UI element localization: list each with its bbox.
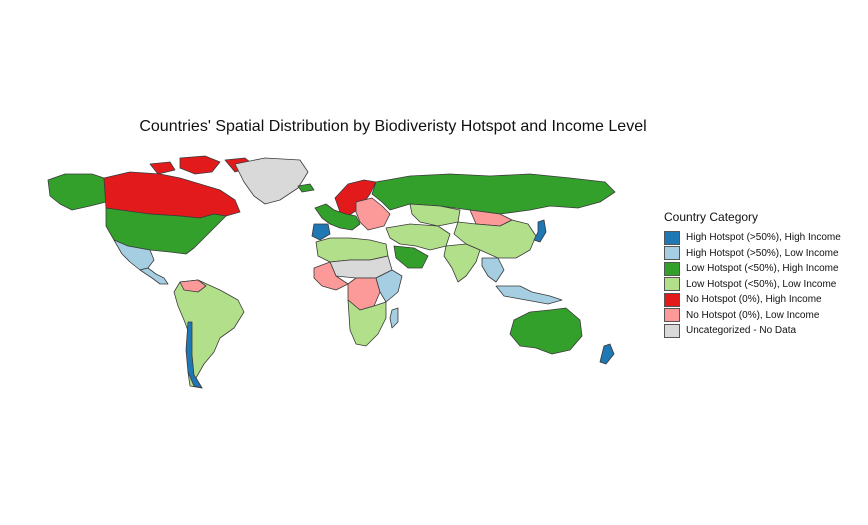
legend-label: Uncategorized - No Data: [686, 325, 797, 337]
legend-title: Country Category: [664, 210, 759, 224]
region-kazakhstan: [409, 203, 461, 227]
legend-label: No Hotspot (0%), High Income: [686, 294, 822, 306]
region-eastern-europe: [355, 197, 391, 231]
region-western-europe: [314, 203, 361, 231]
legend-swatch: [664, 230, 680, 245]
region-indonesia: [495, 285, 563, 305]
legend-swatch: [664, 261, 680, 276]
legend-label: High Hotspot (>50%), Low Income: [686, 247, 839, 259]
region-south-america: [173, 279, 245, 389]
region-southeast-asia: [481, 257, 505, 283]
region-saudi-arabia: [393, 245, 429, 269]
region-russia: [371, 173, 616, 215]
legend-swatch: [664, 277, 680, 292]
region-chile: [185, 321, 203, 389]
region-middle-east: [385, 223, 451, 251]
region-west-africa: [313, 261, 349, 291]
map-title: Countries' Spatial Distribution by Biodi…: [139, 118, 647, 135]
legend-swatch: [664, 308, 680, 323]
region-central-america: [139, 267, 169, 285]
region-east-africa: [375, 269, 403, 303]
region-iceland: [297, 183, 315, 193]
region-iberia: [311, 223, 331, 241]
region-madagascar: [389, 307, 399, 329]
legend-item: High Hotspot (>50%), High Income: [664, 230, 841, 246]
region-japan: [533, 219, 547, 243]
region-greenland: [234, 157, 309, 205]
legend-item: Low Hotspot (<50%), Low Income: [664, 277, 841, 293]
legend-swatch: [664, 246, 680, 261]
legend-item: High Hotspot (>50%), Low Income: [664, 246, 841, 262]
legend-item: No Hotspot (0%), Low Income: [664, 308, 841, 324]
legend-swatch: [664, 323, 680, 338]
legend-label: No Hotspot (0%), Low Income: [686, 309, 820, 321]
region-southern-africa: [347, 299, 387, 347]
legend-label: High Hotspot (>50%), High Income: [686, 232, 841, 244]
legend-item: No Hotspot (0%), High Income: [664, 292, 841, 308]
legend-item: Low Hotspot (<50%), High Income: [664, 261, 841, 277]
region-venezuela: [179, 279, 207, 293]
legend-label: Low Hotspot (<50%), High Income: [686, 263, 839, 275]
legend-label: Low Hotspot (<50%), Low Income: [686, 278, 837, 290]
region-alaska: [47, 173, 107, 211]
region-australia: [509, 307, 583, 355]
region-india: [443, 243, 481, 283]
legend: Country Category High Hotspot (>50%), Hi…: [664, 210, 841, 339]
legend-item: Uncategorized - No Data: [664, 323, 841, 339]
world-map: [47, 155, 616, 389]
legend-swatch: [664, 292, 680, 307]
region-new-zealand: [599, 343, 615, 365]
